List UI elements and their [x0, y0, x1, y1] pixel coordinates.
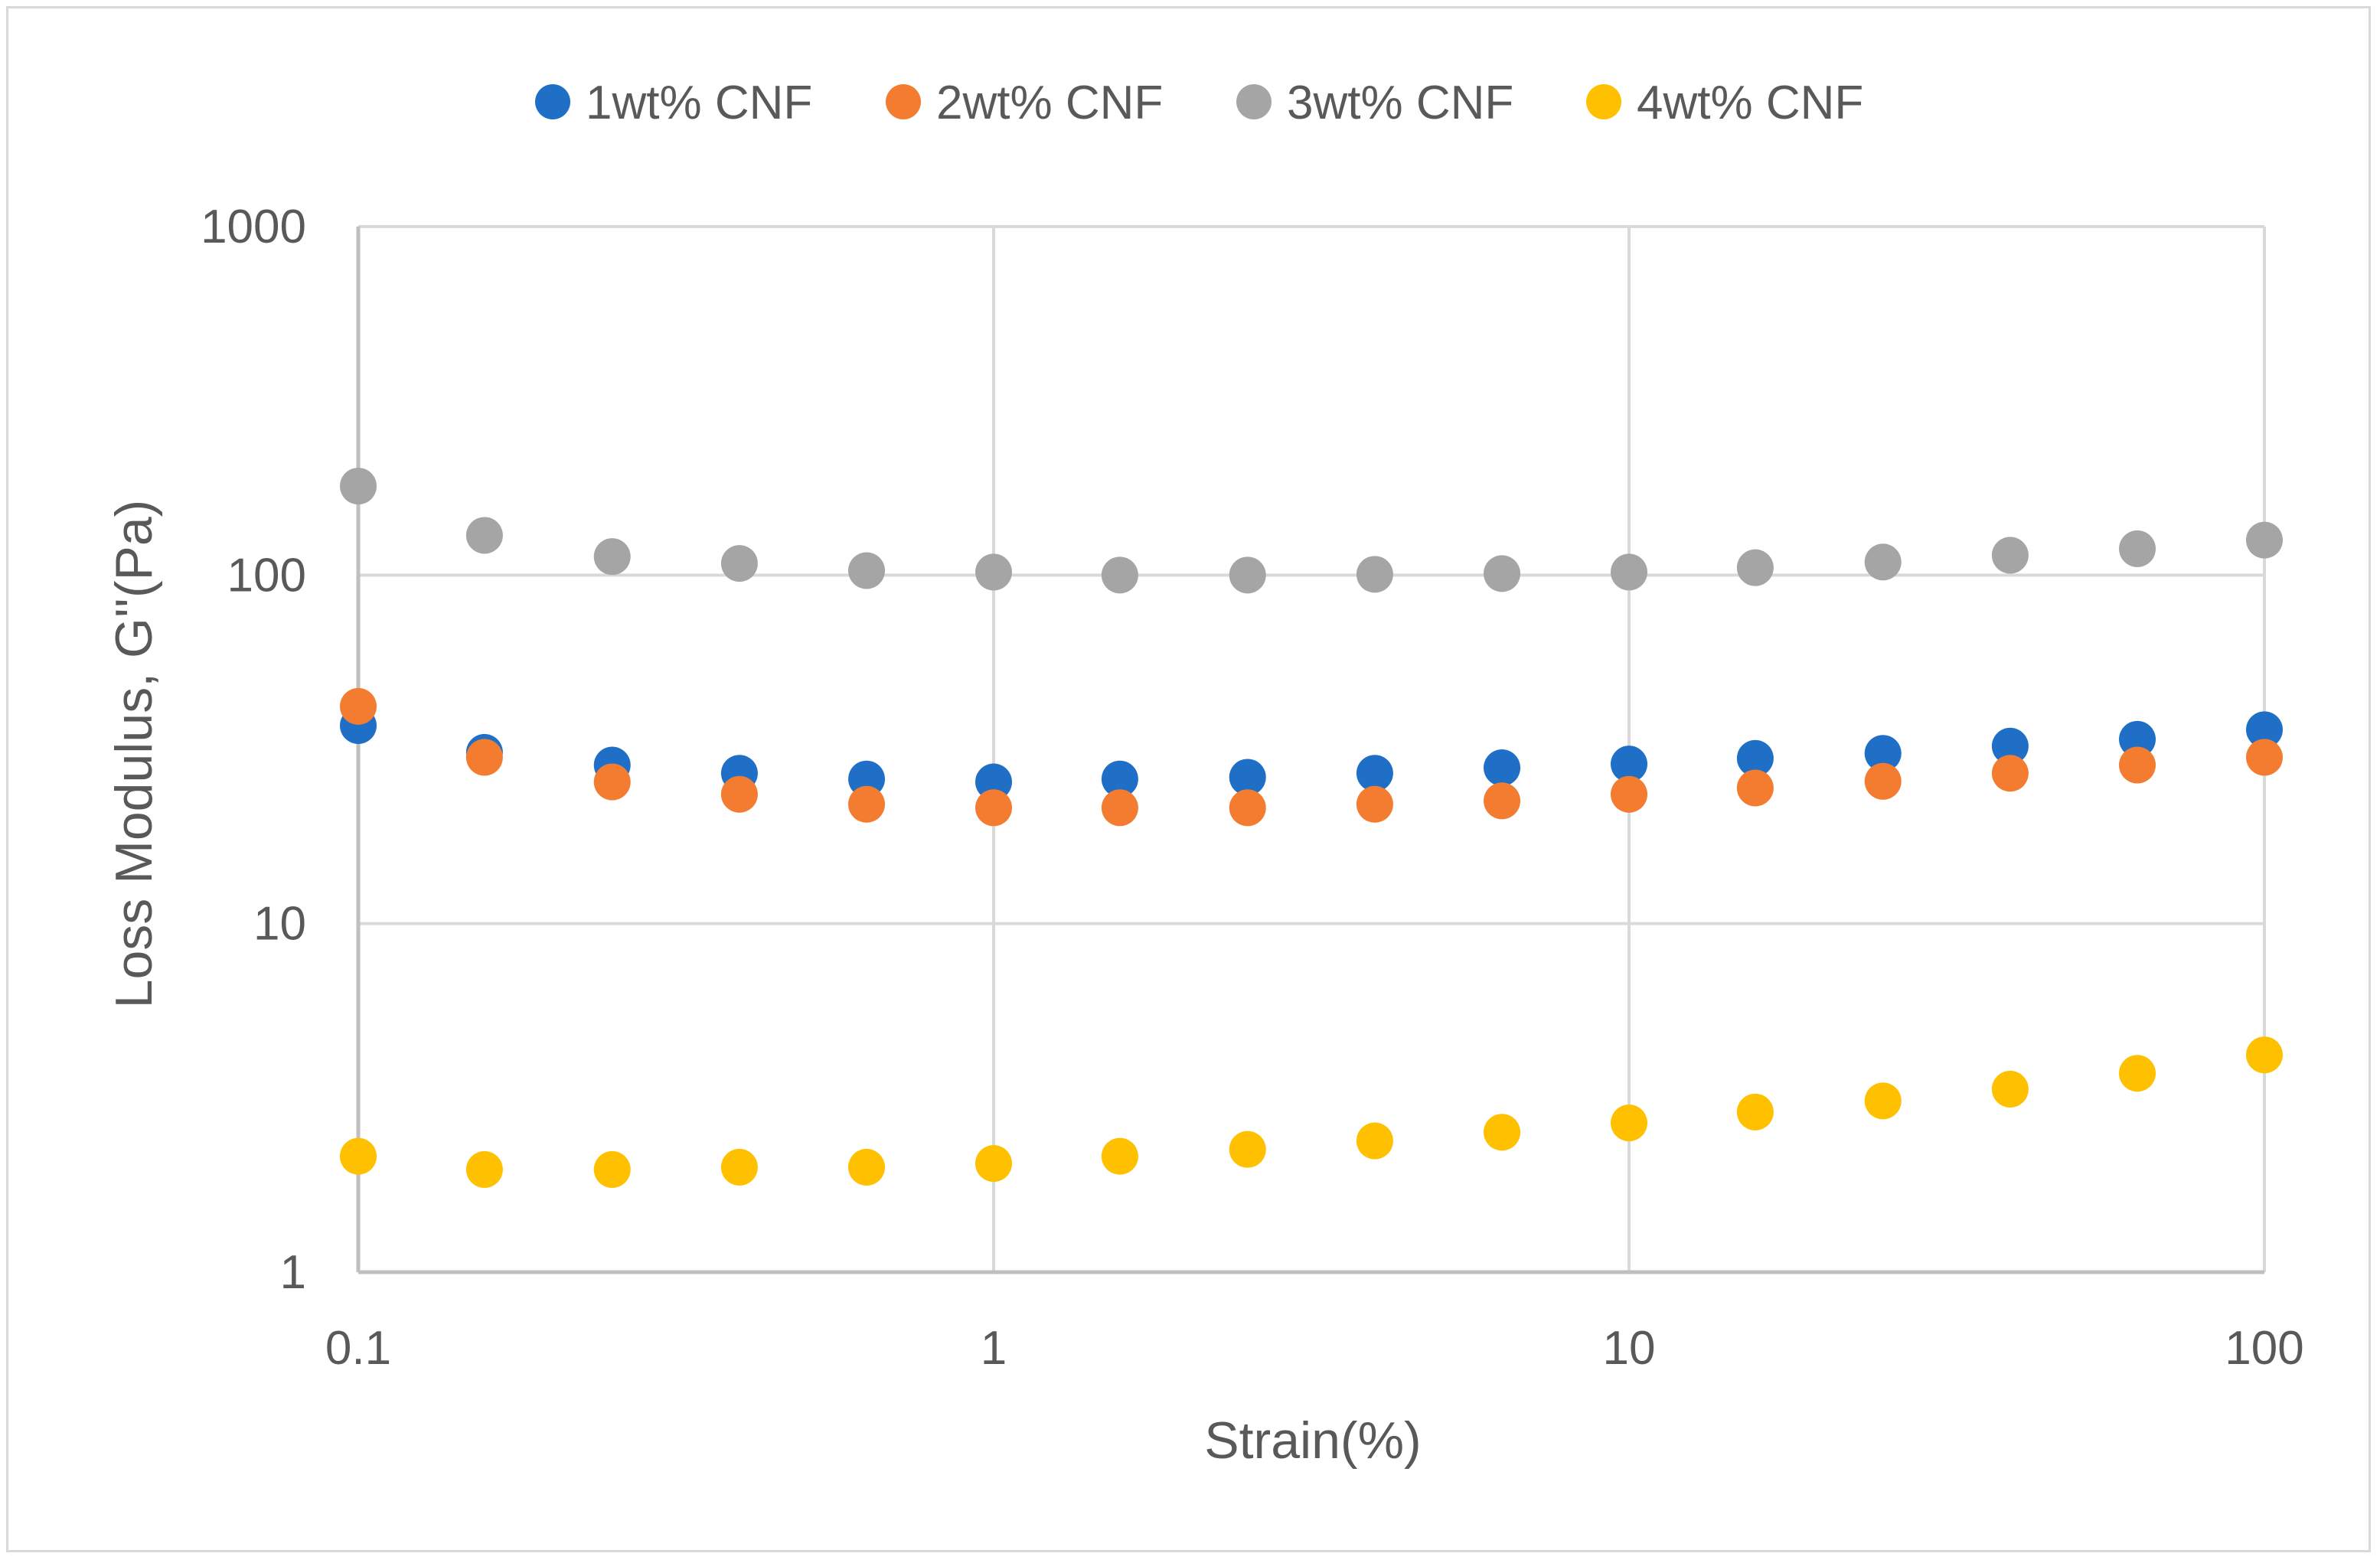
- data-point-2wt-cnf: [1101, 789, 1138, 827]
- data-point-3wt-cnf: [2246, 521, 2283, 559]
- legend-marker: [1586, 84, 1621, 119]
- data-point-2wt-cnf: [1229, 789, 1266, 827]
- data-point-2wt-cnf: [465, 739, 503, 776]
- legend-label: 1wt% CNF: [586, 77, 812, 129]
- data-point-1wt-cnf: [848, 760, 886, 798]
- legend-label: 3wt% CNF: [1287, 77, 1513, 129]
- data-point-1wt-cnf: [2246, 711, 2283, 749]
- data-point-3wt-cnf: [975, 553, 1012, 591]
- x-axis-title: Strain(%): [1204, 1411, 1421, 1470]
- y-tick-label: 10: [253, 898, 306, 951]
- data-point-3wt-cnf: [340, 468, 377, 505]
- grid-layer: [357, 225, 2266, 1274]
- data-point-3wt-cnf: [465, 517, 503, 554]
- data-point-1wt-cnf: [1484, 749, 1521, 787]
- y-axis-title: Loss Modulus, G''(Pa): [105, 500, 163, 1009]
- data-point-1wt-cnf: [1229, 759, 1266, 796]
- data-point-2wt-cnf: [1864, 762, 1902, 800]
- data-point-4wt-cnf: [593, 1150, 631, 1188]
- data-point-4wt-cnf: [1229, 1131, 1266, 1168]
- data-point-1wt-cnf: [975, 763, 1012, 801]
- data-point-4wt-cnf: [1356, 1122, 1393, 1160]
- data-point-3wt-cnf: [1736, 549, 1774, 586]
- legend-item-2wt-cnf: 2wt% CNF: [886, 77, 1163, 129]
- data-point-1wt-cnf: [2119, 720, 2156, 758]
- data-point-4wt-cnf: [1484, 1114, 1521, 1151]
- data-point-2wt-cnf: [340, 687, 377, 725]
- data-point-4wt-cnf: [2246, 1036, 2283, 1074]
- data-point-3wt-cnf: [2119, 530, 2156, 567]
- legend-label: 2wt% CNF: [936, 77, 1163, 129]
- axis-layer: 0.1 1 10 100 1 10 100 1000: [201, 201, 2304, 1375]
- data-point-2wt-cnf: [1991, 755, 2029, 792]
- data-point-3wt-cnf: [593, 538, 631, 576]
- data-point-1wt-cnf: [1736, 739, 1774, 777]
- chart-frame: [6, 6, 2371, 1552]
- data-point-4wt-cnf: [1611, 1105, 1647, 1142]
- data-point-4wt-cnf: [1736, 1093, 1774, 1131]
- data-point-3wt-cnf: [1101, 556, 1138, 594]
- data-point-1wt-cnf: [1611, 746, 1647, 783]
- x-tick-label: 10: [1603, 1322, 1656, 1375]
- data-point-3wt-cnf: [848, 552, 886, 589]
- data-point-4wt-cnf: [1864, 1082, 1902, 1120]
- y-tick-label: 1000: [201, 201, 306, 253]
- x-tick-label: 0.1: [325, 1322, 391, 1375]
- data-point-2wt-cnf: [1484, 782, 1521, 820]
- data-point-4wt-cnf: [1101, 1137, 1138, 1175]
- legend-label: 4wt% CNF: [1637, 77, 1863, 129]
- x-tick-label: 100: [2225, 1322, 2303, 1375]
- x-tick-label: 1: [981, 1322, 1007, 1375]
- data-point-1wt-cnf: [1864, 735, 1902, 772]
- data-point-3wt-cnf: [1484, 555, 1521, 592]
- point-layer: [340, 468, 2283, 1188]
- data-point-2wt-cnf: [1611, 775, 1647, 813]
- data-point-3wt-cnf: [1356, 556, 1393, 593]
- data-point-2wt-cnf: [848, 785, 886, 823]
- data-point-2wt-cnf: [2246, 739, 2283, 776]
- legend-item-1wt-cnf: 1wt% CNF: [535, 77, 812, 129]
- data-point-2wt-cnf: [975, 789, 1012, 827]
- y-tick-label: 1: [280, 1246, 306, 1299]
- data-point-2wt-cnf: [1356, 785, 1393, 823]
- data-point-4wt-cnf: [1991, 1070, 2029, 1108]
- data-point-1wt-cnf: [1356, 755, 1393, 792]
- legend-marker: [1236, 84, 1272, 119]
- data-point-4wt-cnf: [848, 1148, 886, 1186]
- data-point-1wt-cnf: [1101, 760, 1138, 798]
- data-point-4wt-cnf: [340, 1137, 377, 1175]
- data-point-3wt-cnf: [720, 545, 758, 582]
- data-point-2wt-cnf: [1736, 769, 1774, 807]
- data-point-2wt-cnf: [2119, 746, 2156, 784]
- data-point-4wt-cnf: [465, 1150, 503, 1188]
- data-point-3wt-cnf: [1864, 543, 1902, 581]
- legend: 1wt% CNF 2wt% CNF 3wt% CNF 4wt% CNF: [535, 77, 1863, 129]
- data-point-1wt-cnf: [1991, 727, 2029, 765]
- data-point-4wt-cnf: [720, 1148, 758, 1186]
- data-point-3wt-cnf: [1991, 537, 2029, 574]
- legend-marker: [886, 84, 921, 119]
- data-point-3wt-cnf: [1229, 556, 1266, 594]
- data-point-4wt-cnf: [2119, 1055, 2156, 1092]
- data-point-3wt-cnf: [1611, 553, 1647, 591]
- legend-item-3wt-cnf: 3wt% CNF: [1236, 77, 1513, 129]
- data-point-2wt-cnf: [720, 775, 758, 813]
- y-tick-label: 100: [227, 549, 306, 602]
- legend-item-4wt-cnf: 4wt% CNF: [1586, 77, 1863, 129]
- data-point-2wt-cnf: [593, 763, 631, 801]
- legend-marker: [535, 84, 570, 119]
- data-point-4wt-cnf: [975, 1145, 1012, 1183]
